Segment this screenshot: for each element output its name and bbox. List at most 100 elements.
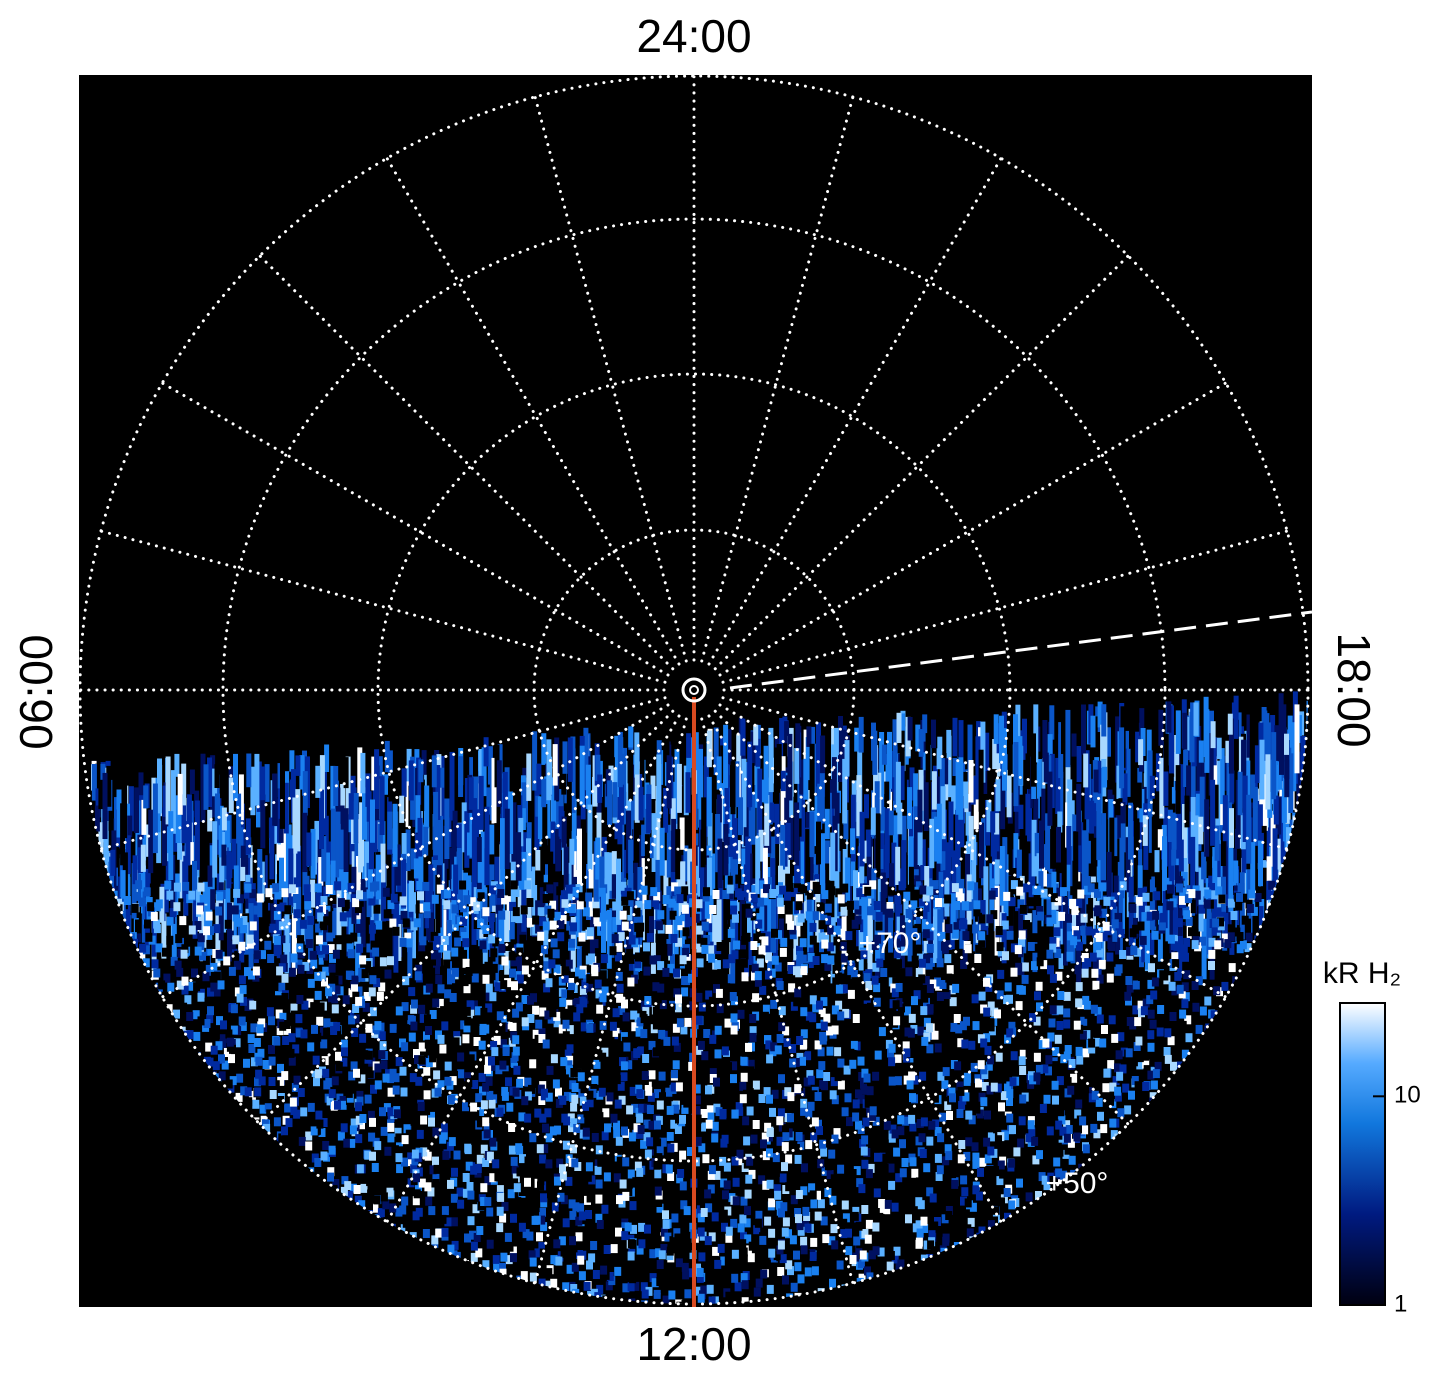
emission-speckle (617, 932, 625, 942)
emission-speckle (749, 1014, 757, 1023)
emission-streak (744, 864, 749, 898)
emission-streak (917, 789, 923, 833)
emission-speckle (972, 1021, 980, 1031)
emission-speckle (325, 1077, 333, 1087)
emission-speckle (542, 1123, 549, 1133)
emission-speckle (501, 1015, 509, 1025)
emission-speckle (888, 1180, 896, 1190)
emission-speckle (572, 1202, 580, 1212)
emission-speckle (1073, 1310, 1080, 1319)
emission-streak (1159, 757, 1165, 819)
emission-speckle (615, 971, 623, 981)
emission-speckle (743, 1136, 751, 1146)
emission-streak (1147, 877, 1153, 933)
emission-speckle (777, 1152, 785, 1162)
emission-speckle (155, 943, 163, 953)
emission-streak (833, 727, 839, 756)
emission-speckle (573, 1182, 580, 1192)
emission-streak (273, 893, 279, 957)
emission-speckle (837, 894, 845, 904)
emission-streak (1233, 719, 1239, 771)
emission-streak (98, 822, 104, 855)
emission-speckle (394, 1127, 402, 1137)
emission-streak (138, 795, 144, 839)
emission-streak (734, 761, 740, 808)
emission-streak (1088, 898, 1094, 954)
emission-speckle (435, 975, 443, 984)
emission-speckle (1151, 1004, 1159, 1014)
emission-streak (909, 767, 915, 801)
emission-speckle (850, 970, 858, 979)
emission-streak (1163, 741, 1169, 806)
emission-streak (1148, 793, 1154, 853)
emission-streak (532, 731, 538, 791)
emission-streak (1272, 828, 1278, 885)
emission-speckle (216, 1016, 223, 1026)
emission-speckle (542, 921, 550, 931)
emission-streak (114, 846, 120, 868)
emission-speckle (416, 881, 424, 890)
emission-streak (994, 885, 1000, 956)
emission-streak (283, 782, 289, 834)
emission-streak (843, 810, 849, 840)
emission-speckle (569, 1210, 577, 1220)
emission-streak (356, 856, 361, 920)
emission-streak (306, 832, 312, 866)
emission-streak (783, 743, 789, 768)
emission-streak (1115, 815, 1121, 839)
emission-streak (1065, 709, 1071, 768)
emission-speckle (356, 1090, 364, 1100)
emission-streak (1042, 849, 1047, 887)
emission-streak (1175, 710, 1181, 754)
emission-streak (1134, 895, 1140, 930)
emission-speckle (944, 954, 952, 964)
emission-streak (323, 905, 329, 961)
emission-streak (896, 712, 902, 743)
emission-speckle (542, 894, 550, 903)
emission-speckle (403, 1124, 411, 1134)
emission-speckle (1123, 1114, 1131, 1124)
emission-streak (966, 874, 972, 925)
emission-speckle (975, 1078, 982, 1088)
emission-streak (288, 848, 294, 907)
emission-streak (1043, 752, 1049, 783)
emission-speckle (484, 961, 492, 971)
emission-speckle (694, 1286, 702, 1296)
emission-streak (556, 839, 562, 871)
emission-streak (542, 797, 548, 855)
emission-speckle (1006, 1097, 1013, 1106)
emission-speckle (1074, 1109, 1082, 1119)
emission-streak (884, 904, 890, 934)
emission-speckle (705, 1012, 713, 1022)
emission-speckle (708, 1232, 716, 1242)
emission-speckle (292, 894, 300, 903)
emission-streak (1122, 773, 1128, 805)
emission-speckle (384, 969, 392, 979)
emission-streak (315, 765, 321, 798)
emission-streak (946, 735, 952, 798)
emission-streak (361, 841, 367, 884)
emission-speckle (570, 1102, 578, 1112)
emission-streak (543, 904, 549, 969)
emission-speckle (431, 950, 438, 960)
emission-speckle (1028, 897, 1036, 907)
emission-speckle (512, 1173, 520, 1183)
emission-speckle (1037, 911, 1045, 921)
emission-streak (1288, 753, 1294, 813)
emission-speckle (451, 1070, 458, 1080)
emission-streak (353, 801, 359, 844)
emission-speckle (400, 1087, 408, 1097)
emission-speckle (962, 1048, 970, 1058)
emission-streak (1190, 797, 1196, 863)
emission-streak (583, 727, 589, 791)
emission-speckle (643, 1119, 651, 1129)
emission-speckle (813, 1181, 821, 1191)
emission-speckle (1182, 952, 1189, 962)
emission-streak (923, 770, 929, 831)
emission-speckle (854, 905, 862, 915)
emission-speckle (717, 1059, 725, 1069)
emission-speckle (610, 1087, 618, 1096)
emission-streak (892, 815, 898, 865)
emission-streak (659, 827, 665, 876)
emission-speckle (583, 1227, 590, 1237)
